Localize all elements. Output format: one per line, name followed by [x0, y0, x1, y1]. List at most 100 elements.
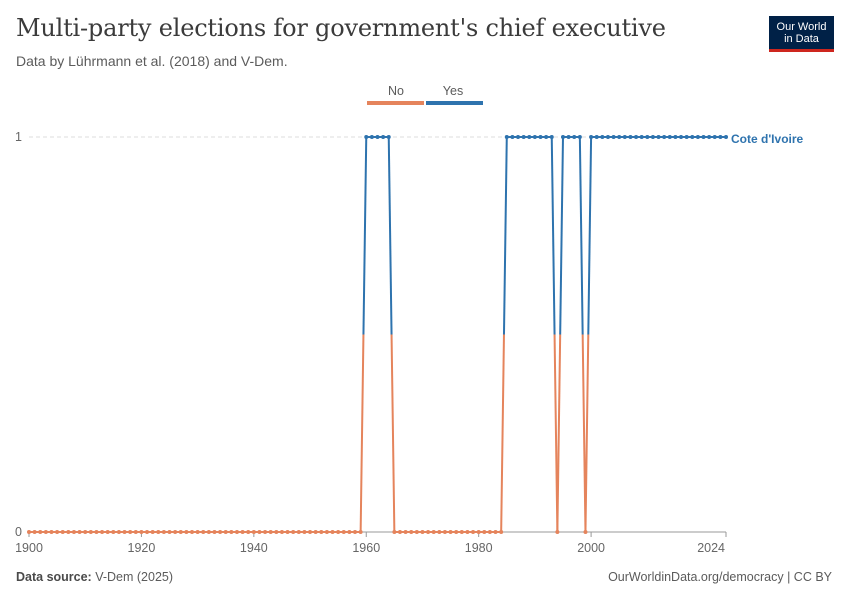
data-point-2010	[645, 135, 650, 139]
data-point-1918	[128, 530, 133, 534]
data-point-1992	[544, 135, 549, 139]
data-point-1997	[572, 135, 577, 139]
data-point-1925	[167, 530, 172, 534]
data-point-1941	[257, 530, 262, 534]
x-axis: 1900 1920 1940 1960 1980 2000 2024	[15, 531, 727, 555]
chart-title: Multi-party elections for government's c…	[16, 14, 666, 42]
owid-logo[interactable]: Our World in Data	[769, 16, 834, 52]
data-point-1955	[336, 530, 341, 534]
series-segment	[362, 136, 368, 335]
data-point-1960	[364, 135, 369, 139]
data-point-1968	[409, 530, 414, 534]
data-point-1986	[510, 135, 515, 139]
data-point-2017	[684, 135, 689, 139]
x-tick-label-1980: 1980	[465, 541, 493, 555]
data-point-2012	[656, 135, 661, 139]
url-license[interactable]: OurWorldinData.org/democracy | CC BY	[608, 570, 832, 584]
data-point-1953	[324, 530, 329, 534]
data-point-1904	[49, 530, 54, 534]
data-point-1906	[60, 530, 65, 534]
series-lines	[29, 136, 726, 533]
data-point-1966	[397, 530, 402, 534]
data-point-2018	[690, 135, 695, 139]
data-point-1911	[88, 530, 93, 534]
data-point-1930	[195, 530, 200, 534]
data-point-1910	[83, 530, 88, 534]
data-point-1936	[229, 530, 234, 534]
data-point-1931	[201, 530, 206, 534]
data-point-1983	[493, 530, 498, 534]
data-point-1994	[555, 530, 560, 534]
data-point-1933	[212, 530, 217, 534]
data-point-1978	[465, 530, 470, 534]
data-point-1916	[116, 530, 121, 534]
data-point-2007	[628, 135, 633, 139]
data-point-1928	[184, 530, 189, 534]
data-point-2000	[589, 135, 594, 139]
x-tick-label-1940: 1940	[240, 541, 268, 555]
data-point-2001	[594, 135, 599, 139]
series-label-cote-divoire: Cote d'Ivoire	[731, 132, 804, 146]
data-point-2009	[639, 135, 644, 139]
data-point-1987	[516, 135, 521, 139]
data-point-1988	[521, 135, 526, 139]
data-point-1970	[420, 530, 425, 534]
data-point-2014	[667, 135, 672, 139]
data-point-1999	[583, 530, 588, 534]
data-point-1900	[27, 530, 31, 534]
data-point-1975	[448, 530, 453, 534]
data-point-1943	[268, 530, 273, 534]
logo-line-2: in Data	[784, 33, 819, 45]
data-source: Data source: V-Dem (2025)	[16, 570, 173, 584]
data-point-1929	[190, 530, 195, 534]
logo-line-1: Our World	[776, 21, 827, 33]
source-label: Data source:	[16, 570, 92, 584]
data-point-2004	[611, 135, 616, 139]
data-point-2008	[634, 135, 639, 139]
chart-subtitle: Data by Lührmann et al. (2018) and V-Dem…	[16, 53, 288, 69]
data-point-1952	[319, 530, 324, 534]
data-point-1956	[341, 530, 346, 534]
data-point-2016	[679, 135, 684, 139]
x-tick-label-1900: 1900	[15, 541, 43, 555]
data-point-1901	[32, 530, 37, 534]
series-segment	[359, 334, 365, 533]
legend-swatch-yes	[426, 101, 483, 105]
data-point-1914	[105, 530, 110, 534]
data-point-1980	[476, 530, 481, 534]
data-point-1912	[94, 530, 99, 534]
series-segment	[387, 136, 393, 335]
data-point-1995	[560, 135, 565, 139]
legend[interactable]: No Yes	[367, 84, 483, 105]
legend-swatch-no	[367, 101, 424, 105]
data-point-1974	[442, 530, 447, 534]
series-segment	[502, 136, 508, 335]
x-tick-label-1960: 1960	[352, 541, 380, 555]
y-tick-label-1: 1	[15, 130, 22, 144]
data-point-1981	[482, 530, 487, 534]
data-point-1948	[296, 530, 301, 534]
source-value[interactable]: V-Dem (2025)	[95, 570, 174, 584]
data-point-1940	[251, 530, 256, 534]
data-point-1990	[532, 135, 537, 139]
data-point-1946	[285, 530, 290, 534]
data-point-1923	[156, 530, 161, 534]
data-point-1944	[274, 530, 279, 534]
data-point-1947	[291, 530, 296, 534]
data-point-1959	[358, 530, 363, 534]
data-point-1965	[392, 530, 397, 534]
data-point-1967	[403, 530, 408, 534]
series-segment	[587, 136, 593, 335]
data-point-2003	[605, 135, 610, 139]
data-point-1938	[240, 530, 245, 534]
data-point-1977	[459, 530, 464, 534]
series-segment	[556, 334, 562, 533]
data-point-1985	[504, 135, 509, 139]
data-point-2019	[695, 135, 700, 139]
data-point-1903	[43, 530, 48, 534]
data-point-1989	[527, 135, 532, 139]
x-tick-label-2000: 2000	[577, 541, 605, 555]
data-point-2011	[650, 135, 655, 139]
data-point-1917	[122, 530, 127, 534]
data-point-1939	[246, 530, 251, 534]
